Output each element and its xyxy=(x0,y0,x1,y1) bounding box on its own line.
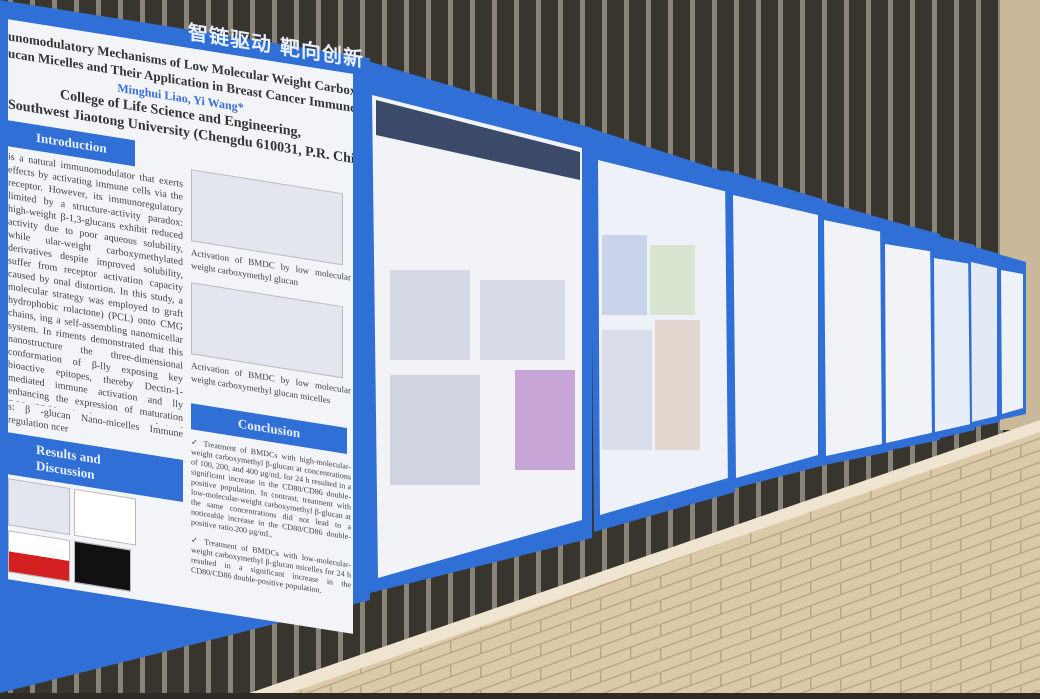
poster-5 xyxy=(818,200,888,466)
poster-main: 智链驱动 靶向创新 unomodulatory Mechanisms of Lo… xyxy=(0,0,370,699)
size-distribution-figure xyxy=(8,530,70,583)
poster-main-panel: unomodulatory Mechanisms of Low Molecula… xyxy=(8,19,353,634)
poster-8 xyxy=(968,245,1000,428)
poster-6 xyxy=(880,218,940,452)
poster-7 xyxy=(930,234,975,440)
introduction-text: is a natural immunomodulator that exerts… xyxy=(8,151,183,428)
poster-3 xyxy=(590,128,735,532)
ftir-figure xyxy=(8,478,70,536)
nmr-figure xyxy=(74,488,136,546)
tem-figure xyxy=(74,540,131,592)
poster-2 xyxy=(358,58,592,595)
wall-ledge xyxy=(250,420,1040,693)
poster-4 xyxy=(725,170,825,490)
poster-9 xyxy=(998,254,1026,420)
conclusion-1: ✓ Treatment of BMDCs with high-molecular… xyxy=(191,437,351,542)
